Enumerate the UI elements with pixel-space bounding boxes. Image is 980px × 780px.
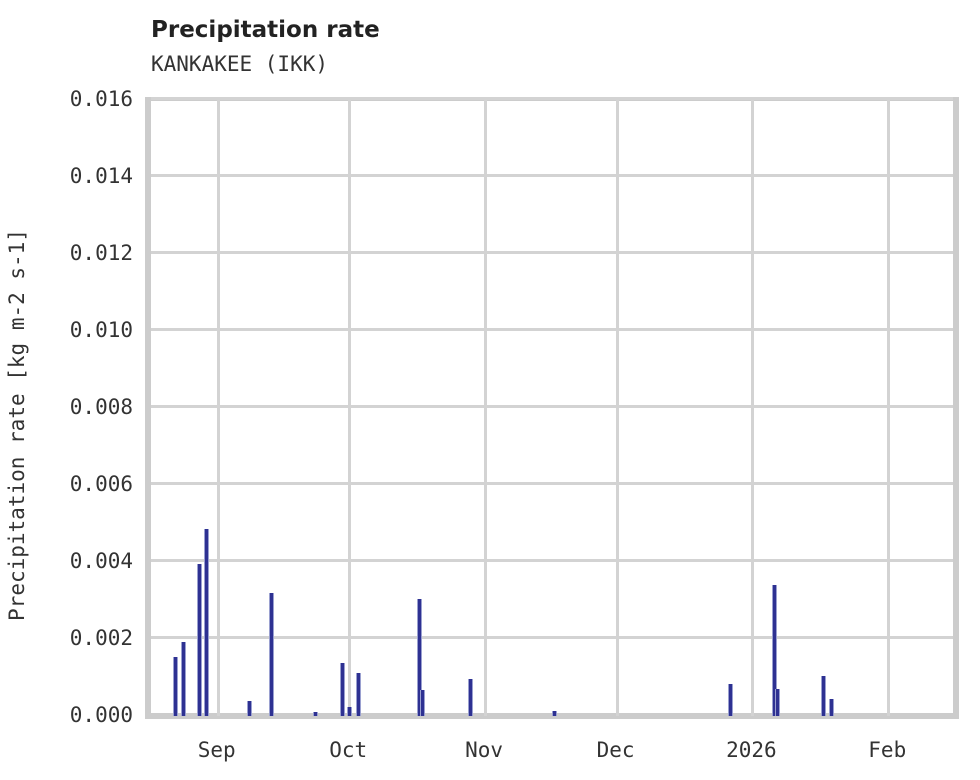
bar (775, 689, 781, 716)
gridline-horizontal (151, 482, 953, 485)
y-tick-label: 0.010 (69, 318, 133, 342)
x-tick-label: Oct (329, 738, 368, 762)
y-tick-label: 0.002 (69, 626, 133, 650)
y-tick-label: 0.006 (69, 472, 133, 496)
gridline-vertical (216, 100, 220, 716)
gridline-horizontal (151, 636, 953, 639)
bar (312, 711, 318, 716)
bar (340, 663, 346, 716)
bar (269, 592, 275, 716)
gridline-vertical (751, 100, 755, 716)
bar (181, 642, 187, 716)
y-tick-label: 0.008 (69, 395, 133, 419)
y-tick-label: 0.004 (69, 549, 133, 573)
gridline-horizontal (151, 405, 953, 408)
bar (728, 683, 734, 716)
bar (416, 599, 422, 716)
plot-area (151, 97, 953, 716)
plot-right-spine (953, 97, 959, 719)
bar (820, 675, 826, 716)
chart-subtitle: KANKAKEE (IKK) (151, 52, 329, 76)
y-axis-spine (145, 97, 151, 719)
bar (346, 706, 352, 716)
gridline-vertical (887, 100, 891, 716)
x-axis-spine (145, 713, 959, 719)
page-title: Precipitation rate (151, 17, 380, 43)
bar (196, 563, 202, 716)
gridline-horizontal (151, 251, 953, 254)
bar (828, 699, 834, 716)
bar (172, 657, 178, 716)
gridline-vertical (348, 100, 352, 716)
bar (771, 585, 777, 716)
bar (551, 711, 557, 716)
y-tick-label: 0.012 (69, 241, 133, 265)
y-tick-label: 0.000 (69, 703, 133, 727)
x-tick-label: Dec (596, 738, 635, 762)
gridline-horizontal (151, 328, 953, 331)
bar (420, 689, 426, 716)
gridline-vertical (615, 100, 619, 716)
y-tick-label: 0.016 (69, 87, 133, 111)
gridline-horizontal (151, 559, 953, 562)
y-tick-label: 0.014 (69, 164, 133, 188)
x-tick-label: Feb (868, 738, 907, 762)
gridline-horizontal (151, 97, 953, 100)
x-tick-label: 2026 (726, 738, 777, 762)
bar (204, 528, 210, 716)
x-tick-label: Sep (197, 738, 236, 762)
bar (247, 700, 253, 716)
bar (467, 679, 473, 716)
gridline-horizontal (151, 174, 953, 177)
gridline-vertical (484, 100, 488, 716)
bar (356, 672, 362, 716)
x-tick-label: Nov (465, 738, 504, 762)
